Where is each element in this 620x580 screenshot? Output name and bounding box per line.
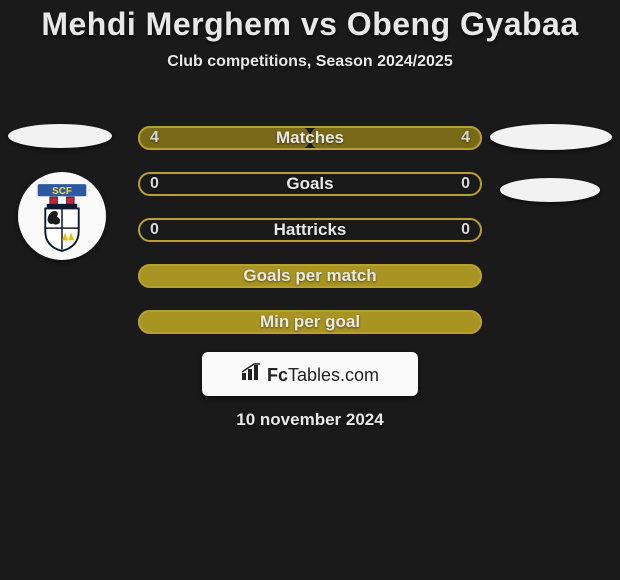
- stat-bar: 0 0 Hattricks: [138, 218, 482, 242]
- stat-label: Goals: [286, 174, 333, 194]
- bar-chart-icon: [241, 363, 263, 381]
- stat-label: Hattricks: [274, 220, 347, 240]
- stat-label: Min per goal: [260, 312, 360, 332]
- stat-label: Matches: [276, 128, 344, 148]
- profile-ellipse-right-2: [500, 178, 600, 202]
- stat-value-right: 0: [461, 175, 470, 193]
- profile-ellipse-left: [8, 124, 112, 148]
- stat-value-right: 4: [461, 129, 470, 147]
- stat-value-right: 0: [461, 221, 470, 239]
- stat-bar: Goals per match: [138, 264, 482, 288]
- profile-ellipse-right: [490, 124, 612, 150]
- footer-date: 10 november 2024: [0, 410, 620, 430]
- stat-value-left: 0: [150, 175, 159, 193]
- page-subtitle: Club competitions, Season 2024/2025: [0, 53, 620, 71]
- brand-prefix: Fc: [267, 365, 288, 386]
- stat-value-left: 0: [150, 221, 159, 239]
- svg-text:SCF: SCF: [52, 186, 72, 197]
- infographic-root: Mehdi Merghem vs Obeng Gyabaa Club compe…: [0, 0, 620, 580]
- brand-box: FcTables.com: [202, 352, 418, 396]
- brand-suffix: .com: [340, 365, 379, 386]
- stat-bars: 4 4 Matches 0 0 Goals 0 0 Hattricks Goals per mat…: [138, 126, 482, 356]
- stat-bar: 4 4 Matches: [138, 126, 482, 150]
- stat-value-left: 4: [150, 129, 159, 147]
- stat-bar: 0 0 Goals: [138, 172, 482, 196]
- club-logo-left: SCF: [18, 172, 106, 260]
- page-title: Mehdi Merghem vs Obeng Gyabaa: [0, 6, 620, 43]
- brand-main: Tables: [288, 365, 340, 386]
- stat-bar: Min per goal: [138, 310, 482, 334]
- club-crest-icon: SCF: [24, 178, 100, 254]
- brand-label: FcTables.com: [241, 363, 379, 386]
- stat-label: Goals per match: [243, 266, 376, 286]
